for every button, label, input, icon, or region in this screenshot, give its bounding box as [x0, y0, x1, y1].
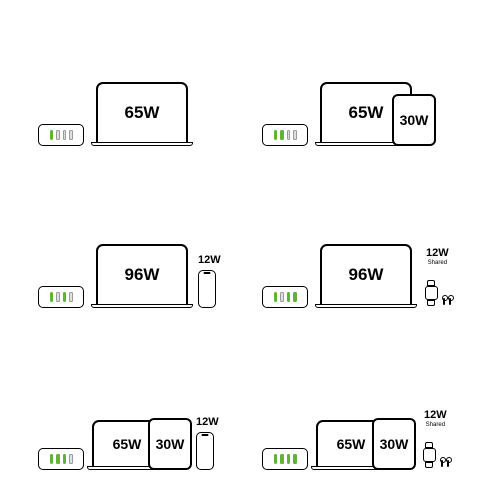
charger: [262, 124, 308, 146]
port-active-icon: [56, 454, 60, 464]
port-active-icon: [63, 292, 67, 302]
port-active-icon: [274, 130, 278, 140]
port-active-icon: [280, 454, 284, 464]
port-active-icon: [274, 292, 278, 302]
charger: [38, 124, 84, 146]
watch-face: [425, 286, 438, 300]
wattage-label: 65W: [113, 436, 142, 452]
watch-band: [427, 300, 435, 306]
earbud: [442, 295, 446, 306]
laptop-icon: 65W: [96, 82, 188, 146]
side-label-main: 12W: [196, 416, 219, 428]
watch-icon: [424, 280, 438, 308]
side-label-sub: Shared: [424, 422, 447, 428]
port-inactive-icon: [280, 292, 284, 302]
port-inactive-icon: [56, 130, 60, 140]
wattage-label: 30W: [156, 436, 185, 452]
laptop-screen: 96W: [320, 244, 412, 304]
charger: [38, 448, 84, 470]
earbuds-icon: [442, 295, 452, 306]
phone-notch: [202, 434, 209, 436]
side-label-sub: Shared: [426, 260, 449, 266]
laptop-base: [315, 304, 417, 308]
wattage-label: 30W: [400, 112, 429, 128]
tablet-icon: 30W: [148, 418, 192, 470]
earbuds-icon: [440, 457, 450, 468]
earbud: [440, 457, 444, 468]
charger: [262, 448, 308, 470]
port-inactive-icon: [69, 454, 73, 464]
port-active-icon: [50, 292, 54, 302]
scenario-cell: 96W 12W: [38, 224, 238, 308]
watch-band: [425, 462, 433, 468]
watch-icon: [422, 442, 436, 470]
charger: [262, 286, 308, 308]
port-inactive-icon: [56, 292, 60, 302]
phone-icon: [196, 432, 214, 470]
scenario-cell: 65W 30W: [262, 62, 462, 146]
earbud: [448, 295, 452, 306]
tablet-icon: 30W: [372, 418, 416, 470]
scenario-cell: 65W 30W 12WShared: [262, 386, 462, 470]
port-inactive-icon: [293, 130, 297, 140]
port-active-icon: [63, 454, 67, 464]
laptop-icon: 96W: [96, 244, 188, 308]
wattage-side-label: 12WShared: [426, 248, 449, 266]
port-active-icon: [287, 454, 291, 464]
port-active-icon: [50, 130, 54, 140]
wattage-label: 30W: [380, 436, 409, 452]
laptop-screen: 96W: [96, 244, 188, 304]
port-active-icon: [280, 130, 284, 140]
wattage-label: 65W: [337, 436, 366, 452]
port-inactive-icon: [69, 292, 73, 302]
scenario-cell: 65W: [38, 62, 238, 146]
port-active-icon: [274, 454, 278, 464]
port-active-icon: [50, 454, 54, 464]
port-inactive-icon: [63, 130, 67, 140]
phone-icon: [198, 270, 216, 308]
port-inactive-icon: [69, 130, 73, 140]
wattage-label: 65W: [125, 103, 160, 123]
wattage-label: 96W: [125, 265, 160, 285]
charger: [38, 286, 84, 308]
side-label-main: 12W: [424, 409, 447, 421]
scenario-cell: 96W 12WShared: [262, 224, 462, 308]
laptop-base: [91, 142, 193, 146]
scenario-cell: 65W 30W 12W: [38, 386, 238, 470]
laptop-screen: 65W: [96, 82, 188, 142]
side-label-main: 12W: [198, 254, 221, 266]
watch-face: [423, 448, 436, 462]
wattage-side-label: 12WShared: [424, 410, 447, 428]
wattage-label: 96W: [349, 265, 384, 285]
port-active-icon: [293, 292, 297, 302]
wattage-side-label: 12W: [198, 255, 221, 266]
wattage-side-label: 12W: [196, 417, 219, 428]
port-active-icon: [293, 454, 297, 464]
tablet-icon: 30W: [392, 94, 436, 146]
phone-notch: [204, 272, 211, 274]
laptop-base: [91, 304, 193, 308]
port-active-icon: [287, 292, 291, 302]
side-label-main: 12W: [426, 247, 449, 259]
port-inactive-icon: [287, 130, 291, 140]
wattage-label: 65W: [349, 103, 384, 123]
earbud: [446, 457, 450, 468]
laptop-icon: 96W: [320, 244, 412, 308]
